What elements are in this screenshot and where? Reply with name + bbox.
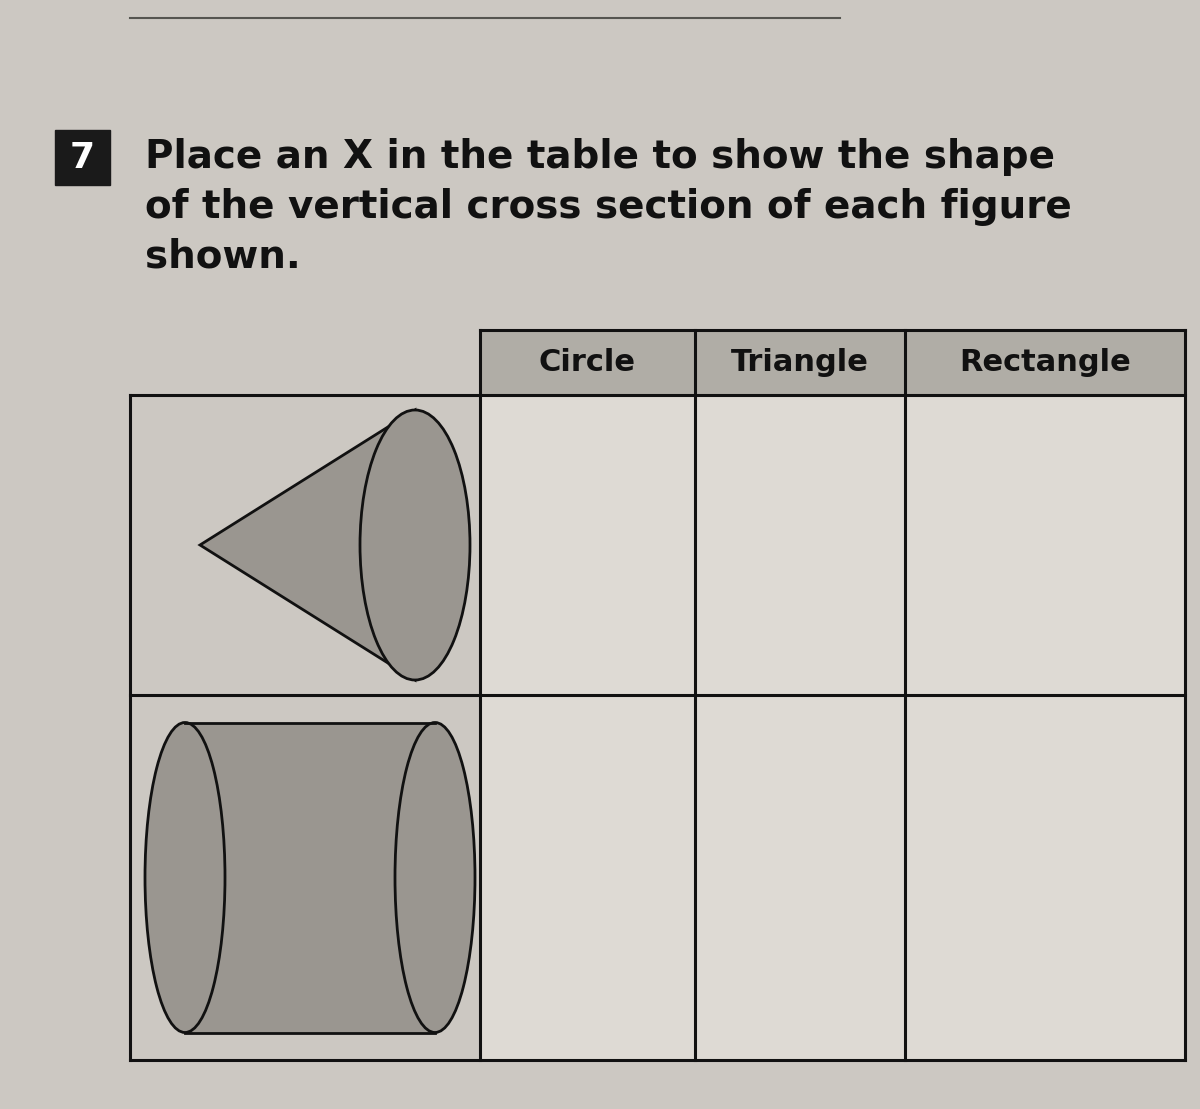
Text: 7: 7 (70, 141, 95, 174)
Bar (480, 395, 1186, 695)
Ellipse shape (360, 410, 470, 680)
Text: Rectangle: Rectangle (959, 348, 1130, 377)
Bar (130, 395, 480, 695)
Text: Triangle: Triangle (731, 348, 869, 377)
Bar (480, 695, 1186, 1060)
Ellipse shape (395, 722, 475, 1032)
Text: shown.: shown. (145, 238, 301, 276)
Bar (480, 330, 1186, 395)
Bar (130, 695, 480, 1060)
Text: of the vertical cross section of each figure: of the vertical cross section of each fi… (145, 189, 1072, 226)
Ellipse shape (145, 722, 226, 1032)
Text: Place an X in the table to show the shape: Place an X in the table to show the shap… (145, 138, 1055, 176)
Polygon shape (200, 410, 415, 680)
Text: Circle: Circle (539, 348, 636, 377)
Bar (185, 722, 436, 1032)
Bar (55, 130, 110, 185)
